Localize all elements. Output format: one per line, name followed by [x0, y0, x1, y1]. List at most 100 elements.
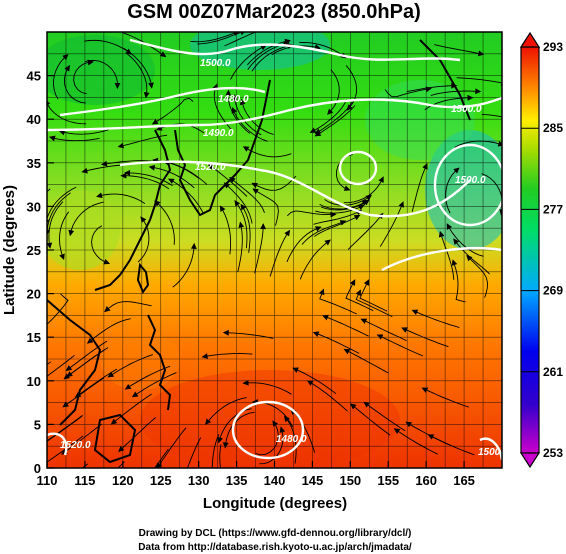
contour-1520-south — [381, 247, 502, 272]
contour-label: 1520.0 — [60, 440, 91, 451]
streamline-arrowhead — [292, 367, 299, 373]
streamline — [299, 41, 346, 59]
streamline-arrowhead — [118, 445, 125, 453]
streamline — [361, 318, 407, 342]
x-tick-label: 160 — [415, 473, 437, 488]
streamline-arrowhead — [62, 54, 69, 61]
streamline-arrowhead — [48, 135, 56, 142]
streamline-arrowhead — [279, 426, 286, 433]
streamline-arrowhead — [210, 479, 214, 484]
streamline-arrowhead — [398, 201, 404, 208]
x-axis: 110 115 120 125 130 135 140 145 150 155 160 165 — [37, 461, 475, 488]
streamline — [47, 415, 83, 442]
streamline — [205, 397, 247, 425]
streamline — [125, 172, 173, 187]
streamline — [347, 213, 384, 250]
streamline-arrowhead — [87, 59, 94, 66]
streamline-arrowhead — [231, 107, 238, 114]
x-tick-label: 135 — [226, 473, 248, 488]
streamline — [69, 201, 104, 236]
streamline-arrowhead — [238, 221, 245, 229]
streamline — [456, 77, 502, 84]
streamline-arrowhead — [219, 205, 226, 212]
streamline-arrowhead — [322, 314, 329, 321]
streamline — [324, 194, 372, 206]
y-axis: 0 5 10 15 20 25 30 35 40 45 — [27, 69, 54, 476]
streamline — [87, 318, 131, 344]
streamline-arrowhead — [376, 334, 384, 340]
streamline — [126, 53, 148, 98]
streamline — [307, 380, 348, 412]
streamline-arrowhead — [378, 176, 384, 183]
streamline-arrowhead — [353, 214, 361, 221]
streamline — [211, 434, 220, 468]
y-tick-label: 25 — [27, 243, 41, 258]
coastline-borneo — [93, 413, 137, 464]
x-tick-label: 165 — [453, 473, 475, 488]
streamline — [223, 332, 274, 339]
streamline — [446, 223, 484, 257]
streamline-arrowhead — [251, 182, 259, 189]
streamline — [411, 163, 428, 212]
y-axis-label: Latitude (degrees) — [1, 185, 18, 315]
streamline — [355, 290, 393, 318]
streamline — [322, 315, 369, 337]
streamline-arrowhead — [110, 418, 118, 425]
contour-1480-south — [231, 400, 305, 460]
streamline-arrowhead — [234, 200, 241, 207]
streamline — [47, 354, 75, 377]
streamline-arrowhead — [242, 146, 250, 152]
streamline — [62, 377, 105, 408]
streamline-arrowhead — [453, 167, 460, 174]
streamline — [313, 331, 360, 354]
map-title: GSM 00Z07Mar2023 (850.0hPa) — [127, 1, 421, 23]
streamline — [53, 54, 69, 100]
streamline-arrowhead — [201, 353, 208, 359]
streamline — [466, 255, 488, 298]
streamline-arrowhead — [131, 391, 139, 398]
streamline — [75, 368, 118, 398]
streamline — [111, 393, 152, 425]
streamline — [406, 85, 457, 93]
streamline — [208, 164, 248, 197]
streamline-arrowhead — [411, 309, 419, 315]
streamline-arrowhead — [225, 89, 232, 96]
streamline-arrowhead — [467, 94, 474, 101]
streamline-arrowhead — [315, 226, 322, 232]
streamline — [152, 97, 194, 125]
streamline — [315, 105, 356, 137]
contour-label: 1500.0 — [478, 447, 509, 458]
streamline — [251, 44, 293, 72]
streamline — [132, 372, 177, 398]
streamline — [84, 59, 118, 89]
warm-region-south — [140, 370, 400, 468]
streamline — [269, 230, 290, 277]
streamline — [234, 200, 248, 249]
streamline — [84, 39, 132, 55]
streamline-arrowhead — [239, 98, 246, 106]
streamline-arrowhead — [266, 26, 271, 30]
contour-label: 1500.0 — [451, 104, 482, 115]
streamline — [445, 167, 460, 214]
streamline-arrowhead — [205, 418, 212, 425]
streamline — [229, 177, 265, 213]
streamline — [63, 65, 86, 104]
streamline — [47, 186, 77, 220]
streamline-arrowhead — [343, 185, 351, 191]
streamline-arrowhead — [62, 401, 69, 408]
streamline-arrowhead — [10, 386, 15, 390]
streamline-arrowhead — [453, 238, 460, 245]
streamline — [156, 427, 187, 468]
streamline — [254, 224, 264, 274]
streamline-arrowhead — [309, 127, 317, 133]
y-tick-label: 30 — [27, 199, 41, 214]
streamline — [405, 421, 451, 446]
streamline — [137, 216, 150, 263]
streamline — [384, 88, 431, 98]
colorbar-scale — [520, 46, 540, 454]
streamline-arrowhead — [357, 204, 365, 211]
streamline — [61, 423, 102, 455]
streamline — [452, 260, 466, 303]
contour-label: 1480.0 — [276, 434, 307, 445]
streamline-arrowhead — [327, 108, 334, 115]
